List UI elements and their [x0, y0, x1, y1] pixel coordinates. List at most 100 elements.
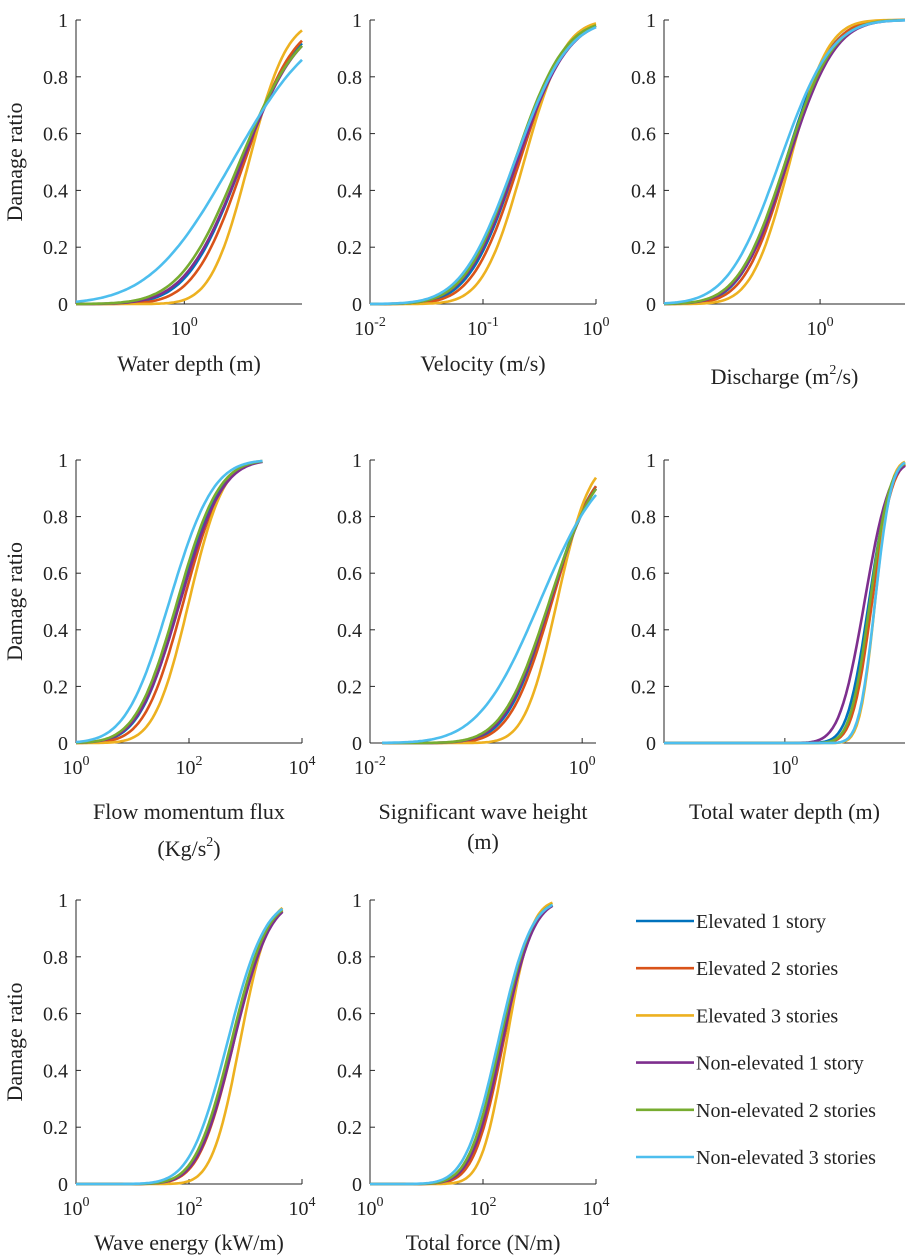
y-tick-label: 0.8 [43, 507, 68, 529]
x-tick-label: 104 [583, 1195, 610, 1220]
y-tick-label: 1 [646, 10, 656, 32]
x-tick-label: 100 [771, 754, 798, 779]
subplot-6: 0 0.2 0.4 0.6 0.8 1 100 Total water depth (m) [631, 450, 906, 824]
legend-label: Elevated 2 stories [696, 958, 838, 980]
x-tick-label: 10-1 [467, 315, 499, 340]
y-tick-label: 0.2 [631, 237, 656, 259]
legend-item-non-elevated-1-story: Non-elevated 1 story [636, 1053, 864, 1075]
series-line-elevated-1-story [370, 24, 597, 306]
legend: Elevated 1 story Elevated 2 stories Elevat… [636, 911, 876, 1169]
series-line-non-elevated-3-stories [370, 26, 597, 306]
series-line-non-elevated-2-stories [664, 18, 905, 306]
legend-label: Non-elevated 2 stories [696, 1100, 876, 1122]
legend-label: Non-elevated 3 stories [696, 1147, 876, 1169]
series-line-non-elevated-3-stories [382, 494, 598, 745]
x-axis-label: Flow momentum flux [93, 799, 285, 824]
legend-label: Elevated 1 story [696, 911, 826, 933]
x-tick-label: 104 [289, 1195, 316, 1220]
legend-item-elevated-2-stories: Elevated 2 stories [636, 958, 838, 980]
series-line-non-elevated-3-stories [75, 58, 303, 303]
x-tick-label: 100 [583, 315, 610, 340]
y-tick-label: 0.2 [337, 676, 362, 698]
series-line-elevated-3-stories [76, 906, 284, 1186]
y-tick-label: 0.4 [631, 180, 656, 202]
x-tick-label: 10-2 [354, 754, 386, 779]
y-tick-label: 0.6 [631, 124, 656, 146]
y-tick-label: 1 [352, 890, 362, 912]
y-tick-label: 0.8 [337, 507, 362, 529]
x-tick-label: 104 [289, 754, 316, 779]
y-tick-label: 0 [352, 1174, 362, 1196]
legend-item-elevated-1-story: Elevated 1 story [636, 911, 826, 933]
x-axis-label: Velocity (m/s) [420, 351, 545, 376]
x-tick-label: 100 [807, 315, 834, 340]
y-tick-label: 0.8 [631, 67, 656, 89]
series-line-elevated-2-stories [76, 909, 284, 1186]
y-tick-label: 0.2 [337, 237, 362, 259]
y-tick-label: 0 [352, 294, 362, 316]
y-tick-label: 0.8 [43, 947, 68, 969]
subplot-1: 0 0.2 0.4 0.6 0.8 1 100 Damage ratio Water depth… [2, 10, 303, 376]
series-line-non-elevated-1-story [370, 904, 554, 1186]
x-axis-label: Water depth (m) [117, 351, 261, 376]
x-axis-label: Total force (N/m) [406, 1230, 561, 1255]
legend-label: Non-elevated 1 story [696, 1053, 864, 1075]
y-tick-label: 0 [58, 733, 68, 755]
series-line-elevated-2-stories [370, 24, 597, 306]
series-line-non-elevated-3-stories [663, 19, 906, 305]
subplot-7: 0 0.2 0.4 0.6 0.8 1 100 102 104 Damage ratio Wave … [2, 890, 316, 1255]
y-tick-label: 0 [58, 294, 68, 316]
series-line-non-elevated-2-stories [664, 462, 906, 745]
x-axis-label: Wave energy (kW/m) [94, 1230, 284, 1255]
y-tick-label: 0 [352, 733, 362, 755]
y-tick-label: 0.2 [43, 1117, 68, 1139]
subplot-3: 0 0.2 0.4 0.6 0.8 1 100 Discharge (m2/s) [631, 10, 906, 389]
x-tick-label: 102 [176, 1195, 203, 1220]
y-tick-label: 1 [352, 10, 362, 32]
series-line-non-elevated-3-stories [76, 907, 284, 1186]
y-tick-label: 0.2 [43, 237, 68, 259]
y-tick-label: 0.6 [631, 563, 656, 585]
y-tick-label: 0.2 [631, 676, 656, 698]
subplot-8: 0 0.2 0.4 0.6 0.8 1 100 102 104 Total force (N/m) [337, 890, 610, 1255]
y-tick-label: 0.2 [337, 1117, 362, 1139]
x-tick-label: 100 [171, 315, 198, 340]
y-tick-label: 0.4 [337, 1060, 362, 1082]
y-tick-label: 0.6 [337, 1004, 362, 1026]
series-line-elevated-3-stories [370, 22, 597, 306]
subplot-2: 0 0.2 0.4 0.6 0.8 1 10-2 10-1 100 Velocity (m/s) [337, 10, 610, 376]
y-tick-label: 0.8 [631, 507, 656, 529]
y-tick-label: 0.4 [43, 620, 68, 642]
series-line-non-elevated-3-stories [664, 461, 906, 745]
subplot-4: 0 0.2 0.4 0.6 0.8 1 100 102 104 Damage ratio Flow … [2, 450, 316, 861]
series-line-non-elevated-2-stories [382, 488, 598, 745]
series-line-non-elevated-2-stories [76, 460, 263, 745]
legend-item-non-elevated-3-stories: Non-elevated 3 stories [636, 1147, 876, 1169]
series-line-elevated-1-story [76, 910, 284, 1186]
y-tick-label: 0.6 [337, 563, 362, 585]
series-line-non-elevated-1-story [370, 25, 597, 306]
y-tick-label: 0.6 [43, 1004, 68, 1026]
series-line-non-elevated-2-stories [76, 44, 303, 306]
x-tick-label: 100 [357, 1195, 384, 1220]
y-axis-label: Damage ratio [2, 542, 27, 661]
series-line-elevated-1-story [382, 485, 598, 745]
y-tick-label: 0.4 [337, 620, 362, 642]
series-line-non-elevated-1-story [76, 911, 284, 1186]
y-tick-label: 0.6 [43, 124, 68, 146]
x-axis-label-line2: (Kg/s2) [157, 835, 220, 861]
y-axis-label: Damage ratio [2, 982, 27, 1101]
legend-item-non-elevated-2-stories: Non-elevated 2 stories [636, 1100, 876, 1122]
x-axis-label: Significant wave height [379, 799, 588, 824]
series-line-non-elevated-2-stories [76, 908, 284, 1186]
x-tick-label: 100 [63, 1195, 90, 1220]
y-tick-label: 1 [646, 450, 656, 472]
y-tick-label: 0 [58, 1174, 68, 1196]
y-tick-label: 1 [58, 10, 68, 32]
x-axis-label-line2: (m) [467, 829, 499, 854]
y-tick-label: 0.4 [337, 180, 362, 202]
x-tick-label: 100 [63, 754, 90, 779]
series-line-elevated-3-stories [664, 18, 905, 306]
x-tick-label: 10-2 [354, 315, 386, 340]
y-tick-label: 0 [646, 733, 656, 755]
